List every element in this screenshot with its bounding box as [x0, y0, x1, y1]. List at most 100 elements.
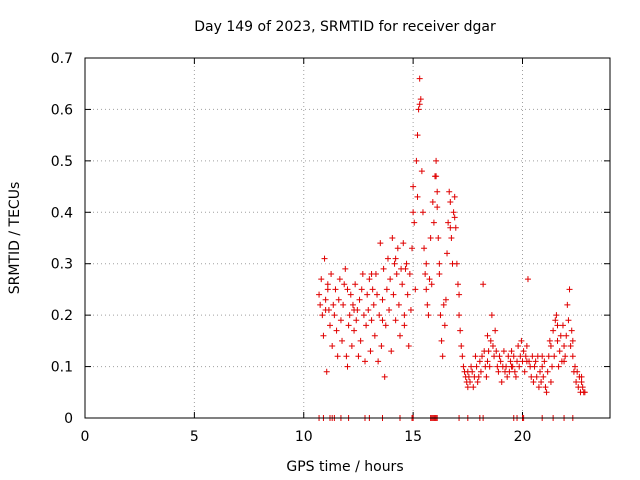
data-point — [383, 286, 390, 293]
data-point — [331, 312, 338, 319]
data-point — [367, 348, 374, 355]
data-point — [552, 317, 559, 324]
data-point — [324, 281, 331, 288]
data-point — [340, 301, 347, 308]
data-point — [549, 363, 556, 370]
data-point — [323, 368, 330, 375]
data-point — [434, 204, 441, 211]
x-tick-label: 0 — [81, 429, 90, 445]
data-point — [539, 353, 546, 360]
data-point — [578, 373, 585, 380]
data-point — [480, 281, 487, 288]
data-point — [485, 348, 492, 355]
data-point — [370, 301, 377, 308]
y-tick-label: 0.5 — [51, 154, 73, 170]
data-point — [421, 245, 428, 252]
data-point — [496, 353, 503, 360]
data-point — [562, 353, 569, 360]
data-point — [540, 373, 547, 380]
data-point — [322, 296, 329, 303]
data-point — [364, 291, 371, 298]
data-point — [378, 343, 385, 349]
y-tick-label: 0.6 — [51, 102, 73, 118]
data-point — [483, 373, 490, 380]
data-point — [529, 353, 536, 360]
data-point — [400, 240, 407, 247]
data-point — [417, 96, 424, 103]
data-point — [343, 353, 350, 360]
data-point — [450, 209, 457, 216]
data-point — [384, 255, 391, 262]
data-point — [348, 343, 355, 349]
y-tick-label: 0 — [64, 411, 73, 427]
data-point — [456, 312, 463, 319]
data-point — [517, 353, 524, 360]
data-point — [392, 255, 399, 262]
data-point — [468, 363, 475, 370]
data-point — [520, 348, 527, 355]
data-point — [321, 255, 328, 262]
data-point — [567, 343, 574, 349]
data-point — [395, 301, 402, 308]
data-point — [551, 353, 558, 360]
data-point — [447, 224, 454, 231]
data-point — [428, 281, 435, 288]
data-point — [479, 353, 486, 360]
data-point — [427, 235, 434, 241]
data-point — [492, 327, 499, 334]
data-point — [335, 296, 342, 303]
data-point — [568, 327, 575, 334]
data-point — [503, 363, 510, 370]
data-point — [363, 322, 370, 329]
data-point — [454, 281, 461, 288]
data-point — [328, 271, 335, 277]
data-point — [369, 286, 376, 293]
data-point — [401, 312, 408, 319]
data-point — [515, 343, 522, 349]
data-point — [394, 245, 401, 252]
x-tick-label: 5 — [190, 429, 199, 445]
data-point — [368, 271, 375, 277]
data-point — [355, 353, 362, 360]
data-point — [539, 363, 546, 370]
data-point — [507, 358, 514, 365]
data-point — [439, 353, 446, 360]
data-point — [347, 291, 354, 298]
data-point — [433, 157, 440, 164]
data-point — [561, 343, 568, 349]
data-point — [386, 307, 393, 313]
data-point — [473, 363, 480, 370]
data-point — [491, 353, 498, 360]
data-point — [391, 260, 398, 267]
data-point — [458, 343, 465, 349]
data-point — [324, 286, 331, 293]
data-point — [523, 343, 530, 349]
data-point — [429, 199, 436, 205]
data-point — [405, 343, 412, 349]
data-point — [399, 281, 406, 288]
data-point — [533, 373, 540, 380]
data-point — [444, 250, 451, 257]
data-point — [550, 327, 557, 334]
data-point — [504, 373, 511, 380]
data-point — [566, 286, 573, 293]
data-point — [442, 296, 449, 303]
data-point — [564, 301, 571, 308]
data-points — [316, 75, 588, 421]
data-point — [341, 281, 348, 288]
data-point — [402, 265, 409, 272]
data-point — [440, 301, 447, 308]
data-point — [538, 379, 545, 385]
data-point — [351, 307, 358, 313]
x-axis-ticks: 0 5 10 15 20 — [81, 58, 531, 445]
data-point — [554, 322, 561, 329]
y-tick-label: 0.1 — [51, 360, 73, 376]
data-point — [360, 312, 367, 319]
data-point — [397, 332, 403, 339]
data-point — [545, 353, 552, 360]
data-point — [358, 286, 365, 293]
data-point — [476, 358, 483, 365]
data-point — [379, 317, 386, 324]
data-point — [392, 317, 399, 324]
